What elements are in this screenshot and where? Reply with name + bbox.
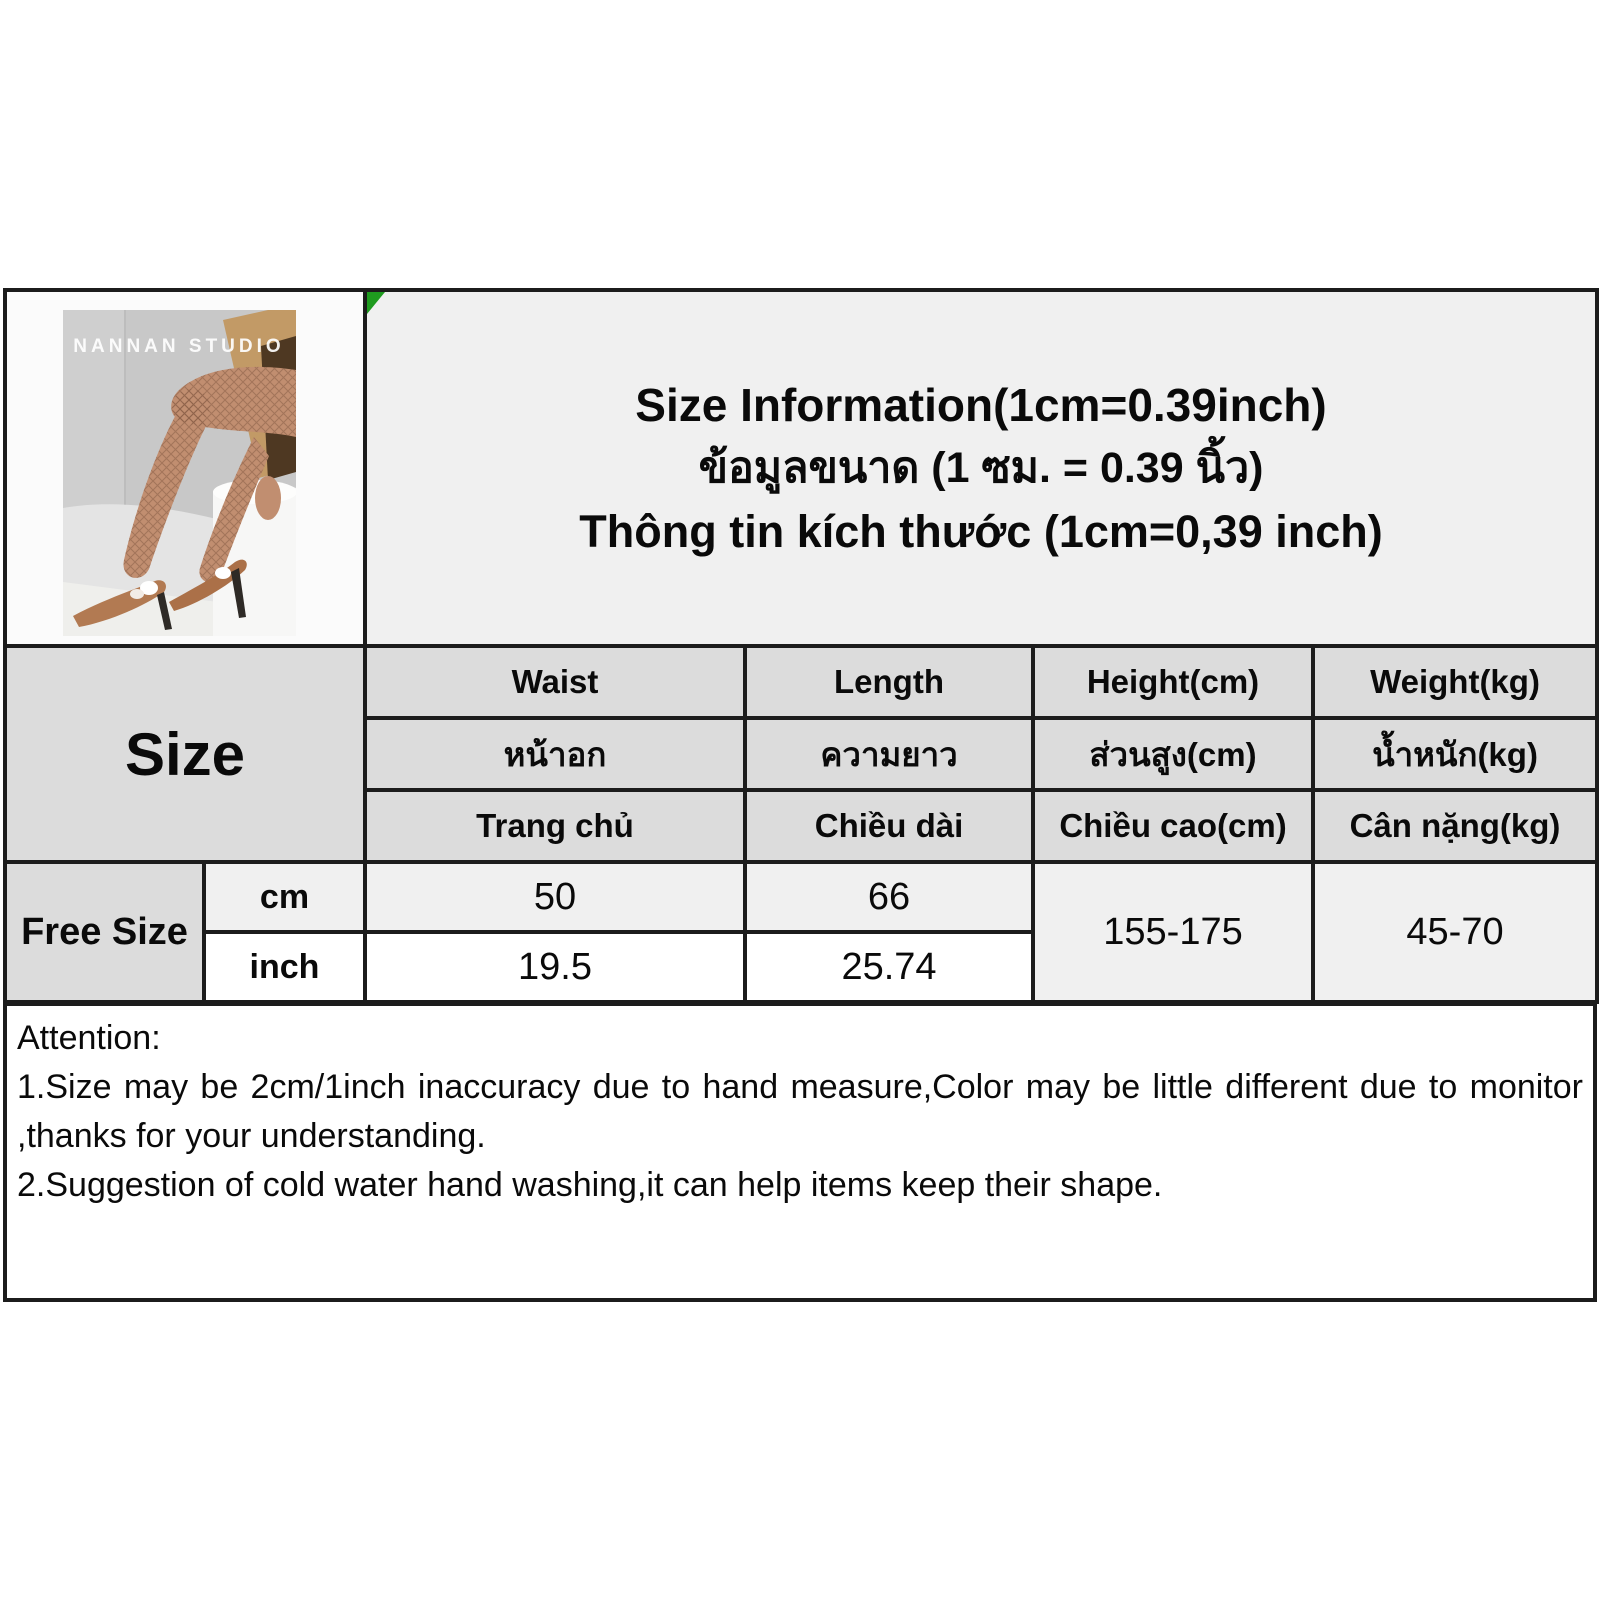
col-header-waist-th: หน้าอก: [363, 716, 747, 792]
height-range-value: 155-175: [1031, 860, 1315, 1004]
col-header-waist-vi: Trang chủ: [363, 788, 747, 864]
attention-box: Attention: 1.Size may be 2cm/1inch inacc…: [3, 1002, 1597, 1302]
free-size-label: Free Size: [3, 860, 206, 1004]
product-photo-cell: NANNAN STUDIO: [3, 288, 367, 648]
attention-heading: Attention:: [17, 1019, 161, 1057]
weight-range-value: 45-70: [1310, 860, 1600, 1004]
title-vietnamese: Thông tin kích thước (1cm=0,39 inch): [579, 505, 1383, 557]
photo-watermark: NANNAN STUDIO: [73, 336, 284, 357]
size-info-title-cell: Size Information(1cm=0.39inch) ข้อมูลขนา…: [362, 288, 1600, 648]
header-row-thai: หน้าอก ความยาว ส่วนสูง(cm) น้ำหนัก(kg): [5, 716, 1600, 792]
header-row-vietnamese: Trang chủ Chiều dài Chiều cao(cm) Cân nặ…: [5, 788, 1600, 864]
waist-cm-value: 50: [363, 860, 747, 934]
col-header-length-en: Length: [743, 644, 1035, 720]
length-inch-value: 25.74: [743, 930, 1035, 1004]
header-row-english: Size Waist Length Height(cm) Weight(kg): [3, 644, 1600, 864]
col-header-height-vi: Chiều cao(cm): [1031, 788, 1315, 864]
size-table: NANNAN STUDIO Size Information(1cm=0.39i…: [3, 288, 1600, 1004]
col-header-height-th: ส่วนสูง(cm): [1031, 716, 1315, 792]
unit-cm-label: cm: [202, 860, 367, 934]
product-photo: NANNAN STUDIO: [63, 309, 296, 636]
data-row-cm: Free Size cm 50 66 155-175 45-70: [3, 860, 1600, 1004]
waist-inch-value: 19.5: [363, 930, 747, 1004]
col-header-length-th: ความยาว: [743, 716, 1035, 792]
attention-note-1: 1.Size may be 2cm/1inch inaccuracy due t…: [17, 1068, 1583, 1155]
cell-flag-triangle-icon: [369, 294, 385, 314]
title-english: Size Information(1cm=0.39inch): [635, 378, 1327, 431]
col-header-weight-th: น้ำหนัก(kg): [1310, 716, 1600, 792]
col-header-weight-vi: Cân nặng(kg): [1310, 788, 1600, 864]
length-cm-value: 66: [743, 860, 1035, 934]
data-row-inch: inch 19.5 25.74: [5, 930, 1597, 1004]
corner-size-label: Size: [3, 644, 367, 864]
attention-note-2: 2.Suggestion of cold water hand washing,…: [17, 1166, 1163, 1204]
col-header-height-en: Height(cm): [1031, 644, 1315, 720]
title-thai: ข้อมูลขนาด (1 ซม. = 0.39 นิ้ว): [698, 443, 1264, 492]
col-header-length-vi: Chiều dài: [743, 788, 1035, 864]
size-chart-sheet: NANNAN STUDIO Size Information(1cm=0.39i…: [3, 288, 1600, 1302]
col-header-waist-en: Waist: [363, 644, 747, 720]
unit-inch-label: inch: [202, 930, 367, 1004]
col-header-weight-en: Weight(kg): [1310, 644, 1600, 720]
title-row: NANNAN STUDIO Size Information(1cm=0.39i…: [3, 288, 1600, 648]
